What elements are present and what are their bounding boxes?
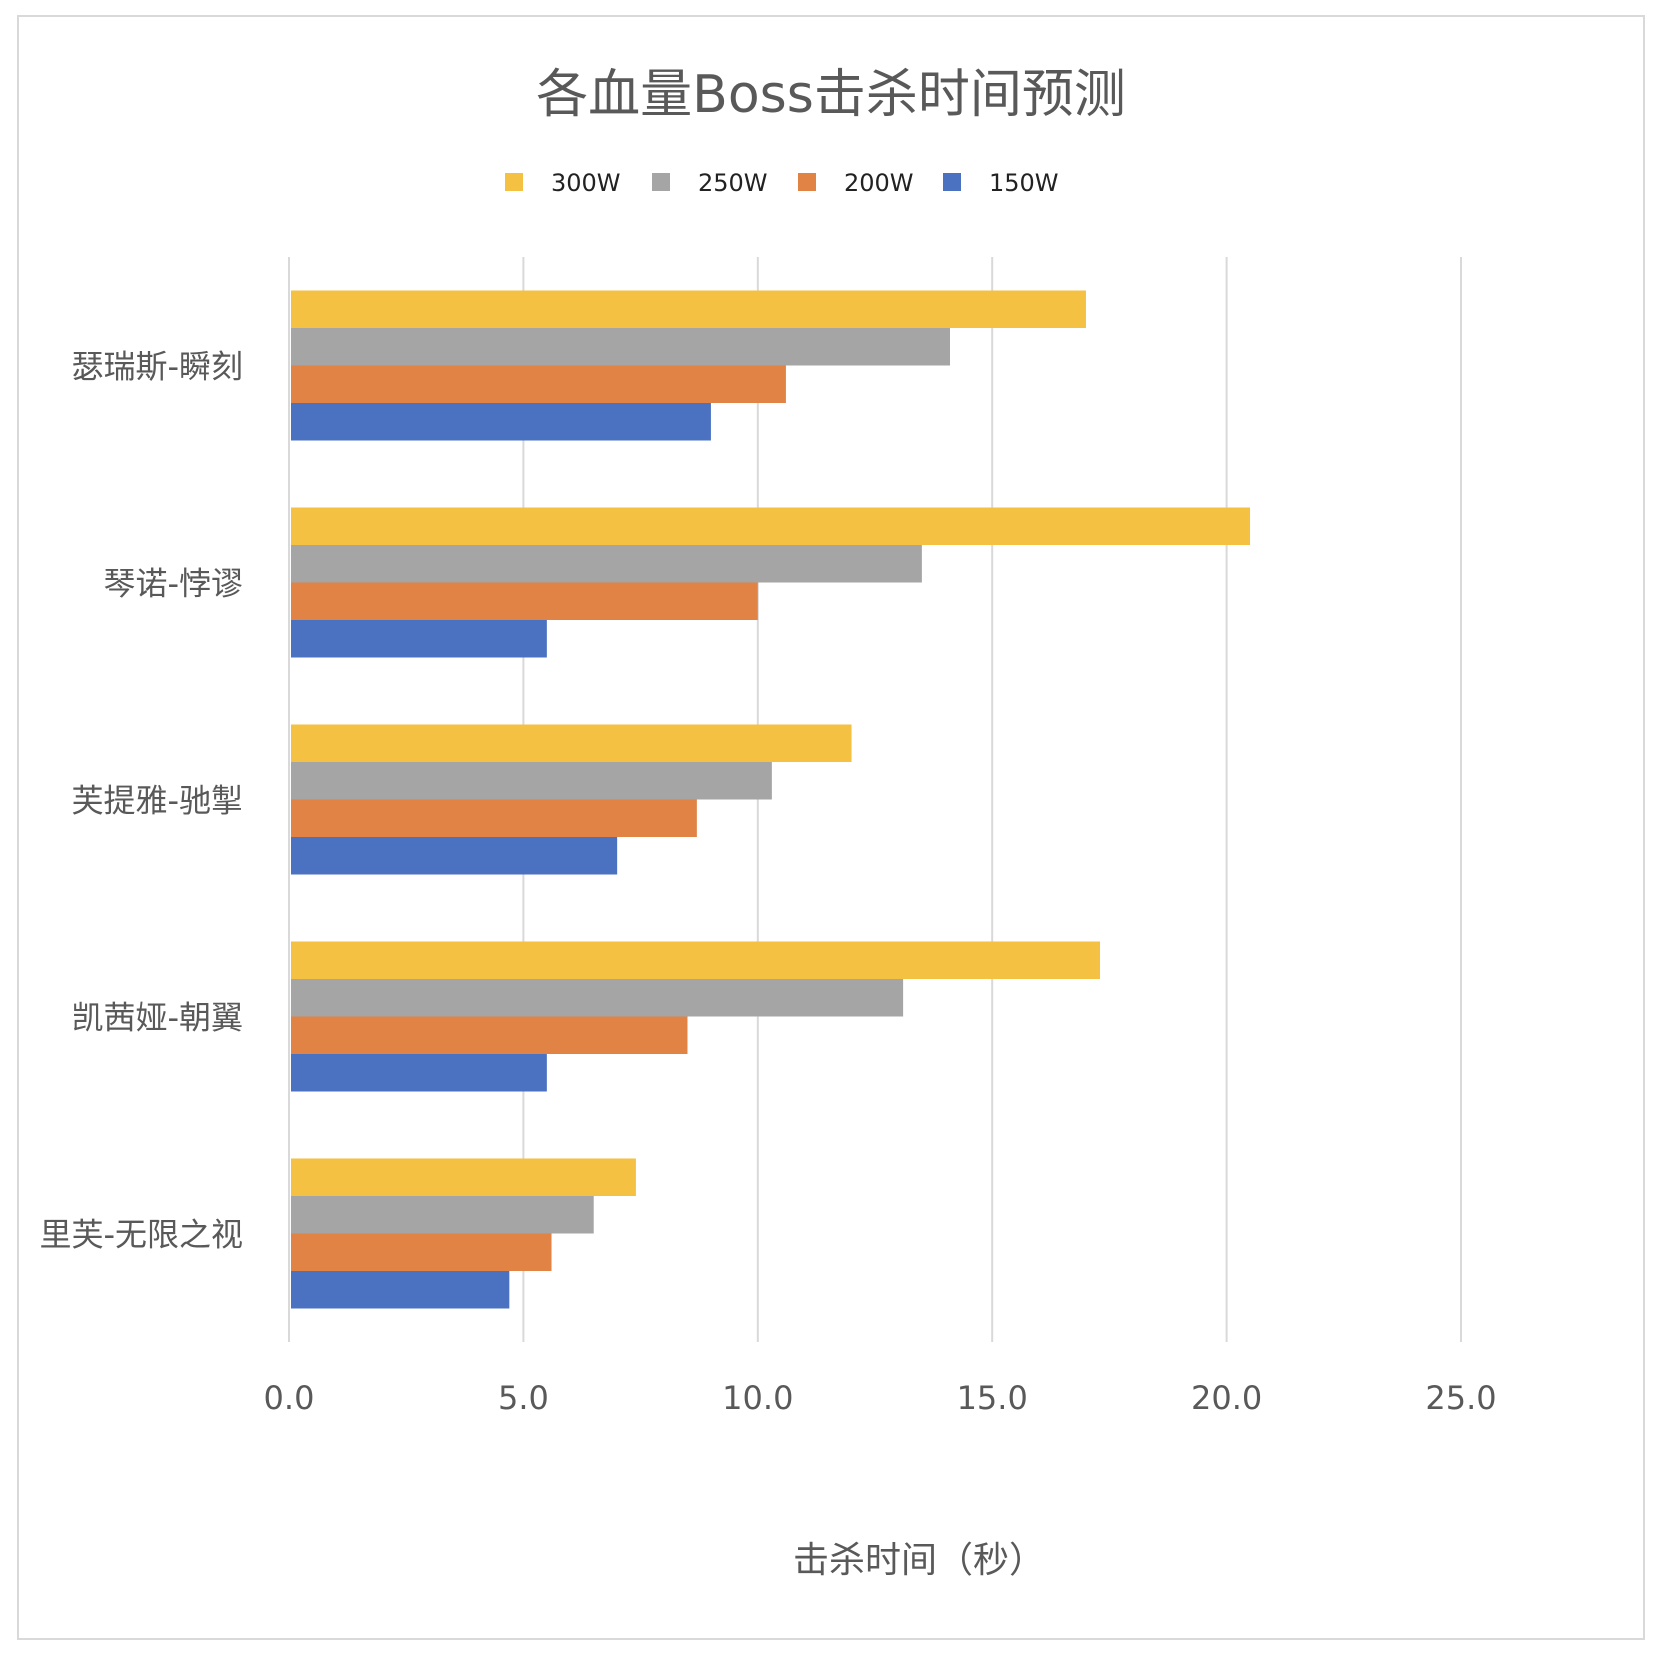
legend-swatch-3	[943, 173, 961, 191]
x-tick-label-5: 25.0	[1425, 1379, 1496, 1417]
bar-1-1	[291, 545, 922, 583]
bar-2-1	[291, 762, 772, 800]
y-category-label-0: 瑟瑞斯-瞬刻	[71, 348, 243, 386]
legend-swatch-1	[652, 173, 670, 191]
bar-4-2	[291, 1233, 552, 1271]
y-category-label-4: 里芙-无限之视	[39, 1216, 243, 1254]
bar-0-1	[291, 328, 951, 366]
bar-3-2	[291, 1016, 688, 1054]
legend-label-2: 200W	[844, 169, 914, 197]
bar-0-0	[291, 290, 1086, 328]
x-axis-tick-labels: 0.0 5.0 10.0 15.0 20.0 25.0	[264, 1379, 1497, 1417]
bar-4-3	[291, 1271, 510, 1309]
x-tick-label-2: 10.0	[722, 1379, 793, 1417]
legend-label-3: 150W	[989, 169, 1059, 197]
bar-1-0	[291, 507, 1251, 545]
x-axis-title: 击杀时间（秒）	[793, 1540, 1045, 1581]
bar-0-2	[291, 365, 786, 403]
bar-1-2	[291, 582, 758, 620]
y-category-label-3: 凯茜娅-朝翼	[71, 999, 243, 1037]
legend-label-1: 250W	[698, 169, 768, 197]
legend: 300W 250W 200W 150W	[505, 169, 1059, 197]
y-category-label-2: 芙提雅-驰掣	[71, 782, 243, 820]
x-tick-label-3: 15.0	[957, 1379, 1028, 1417]
x-tick-label-4: 20.0	[1191, 1379, 1262, 1417]
bar-3-0	[291, 941, 1101, 979]
bar-4-0	[291, 1158, 636, 1196]
bar-3-3	[291, 1054, 547, 1092]
legend-swatch-2	[798, 173, 816, 191]
legend-swatch-0	[505, 173, 523, 191]
y-category-label-1: 琴诺-悖谬	[103, 565, 243, 603]
x-tick-label-1: 5.0	[498, 1379, 549, 1417]
bar-4-1	[291, 1196, 594, 1234]
bar-3-1	[291, 979, 904, 1017]
bar-2-2	[291, 799, 697, 837]
bar-2-3	[291, 837, 618, 875]
bar-chart: 各血量Boss击杀时间预测 300W 250W 200W 150W 瑟瑞斯-瞬刻琴诺-…	[39, 65, 1497, 1581]
chart-title: 各血量Boss击杀时间预测	[536, 65, 1126, 125]
bar-1-3	[291, 620, 547, 658]
bar-2-0	[291, 724, 852, 762]
legend-label-0: 300W	[551, 169, 621, 197]
bars	[291, 290, 1251, 1309]
x-tick-label-0: 0.0	[264, 1379, 315, 1417]
bar-0-3	[291, 403, 711, 441]
chart-frame: 各血量Boss击杀时间预测 300W 250W 200W 150W 瑟瑞斯-瞬刻琴诺-…	[17, 15, 1645, 1640]
